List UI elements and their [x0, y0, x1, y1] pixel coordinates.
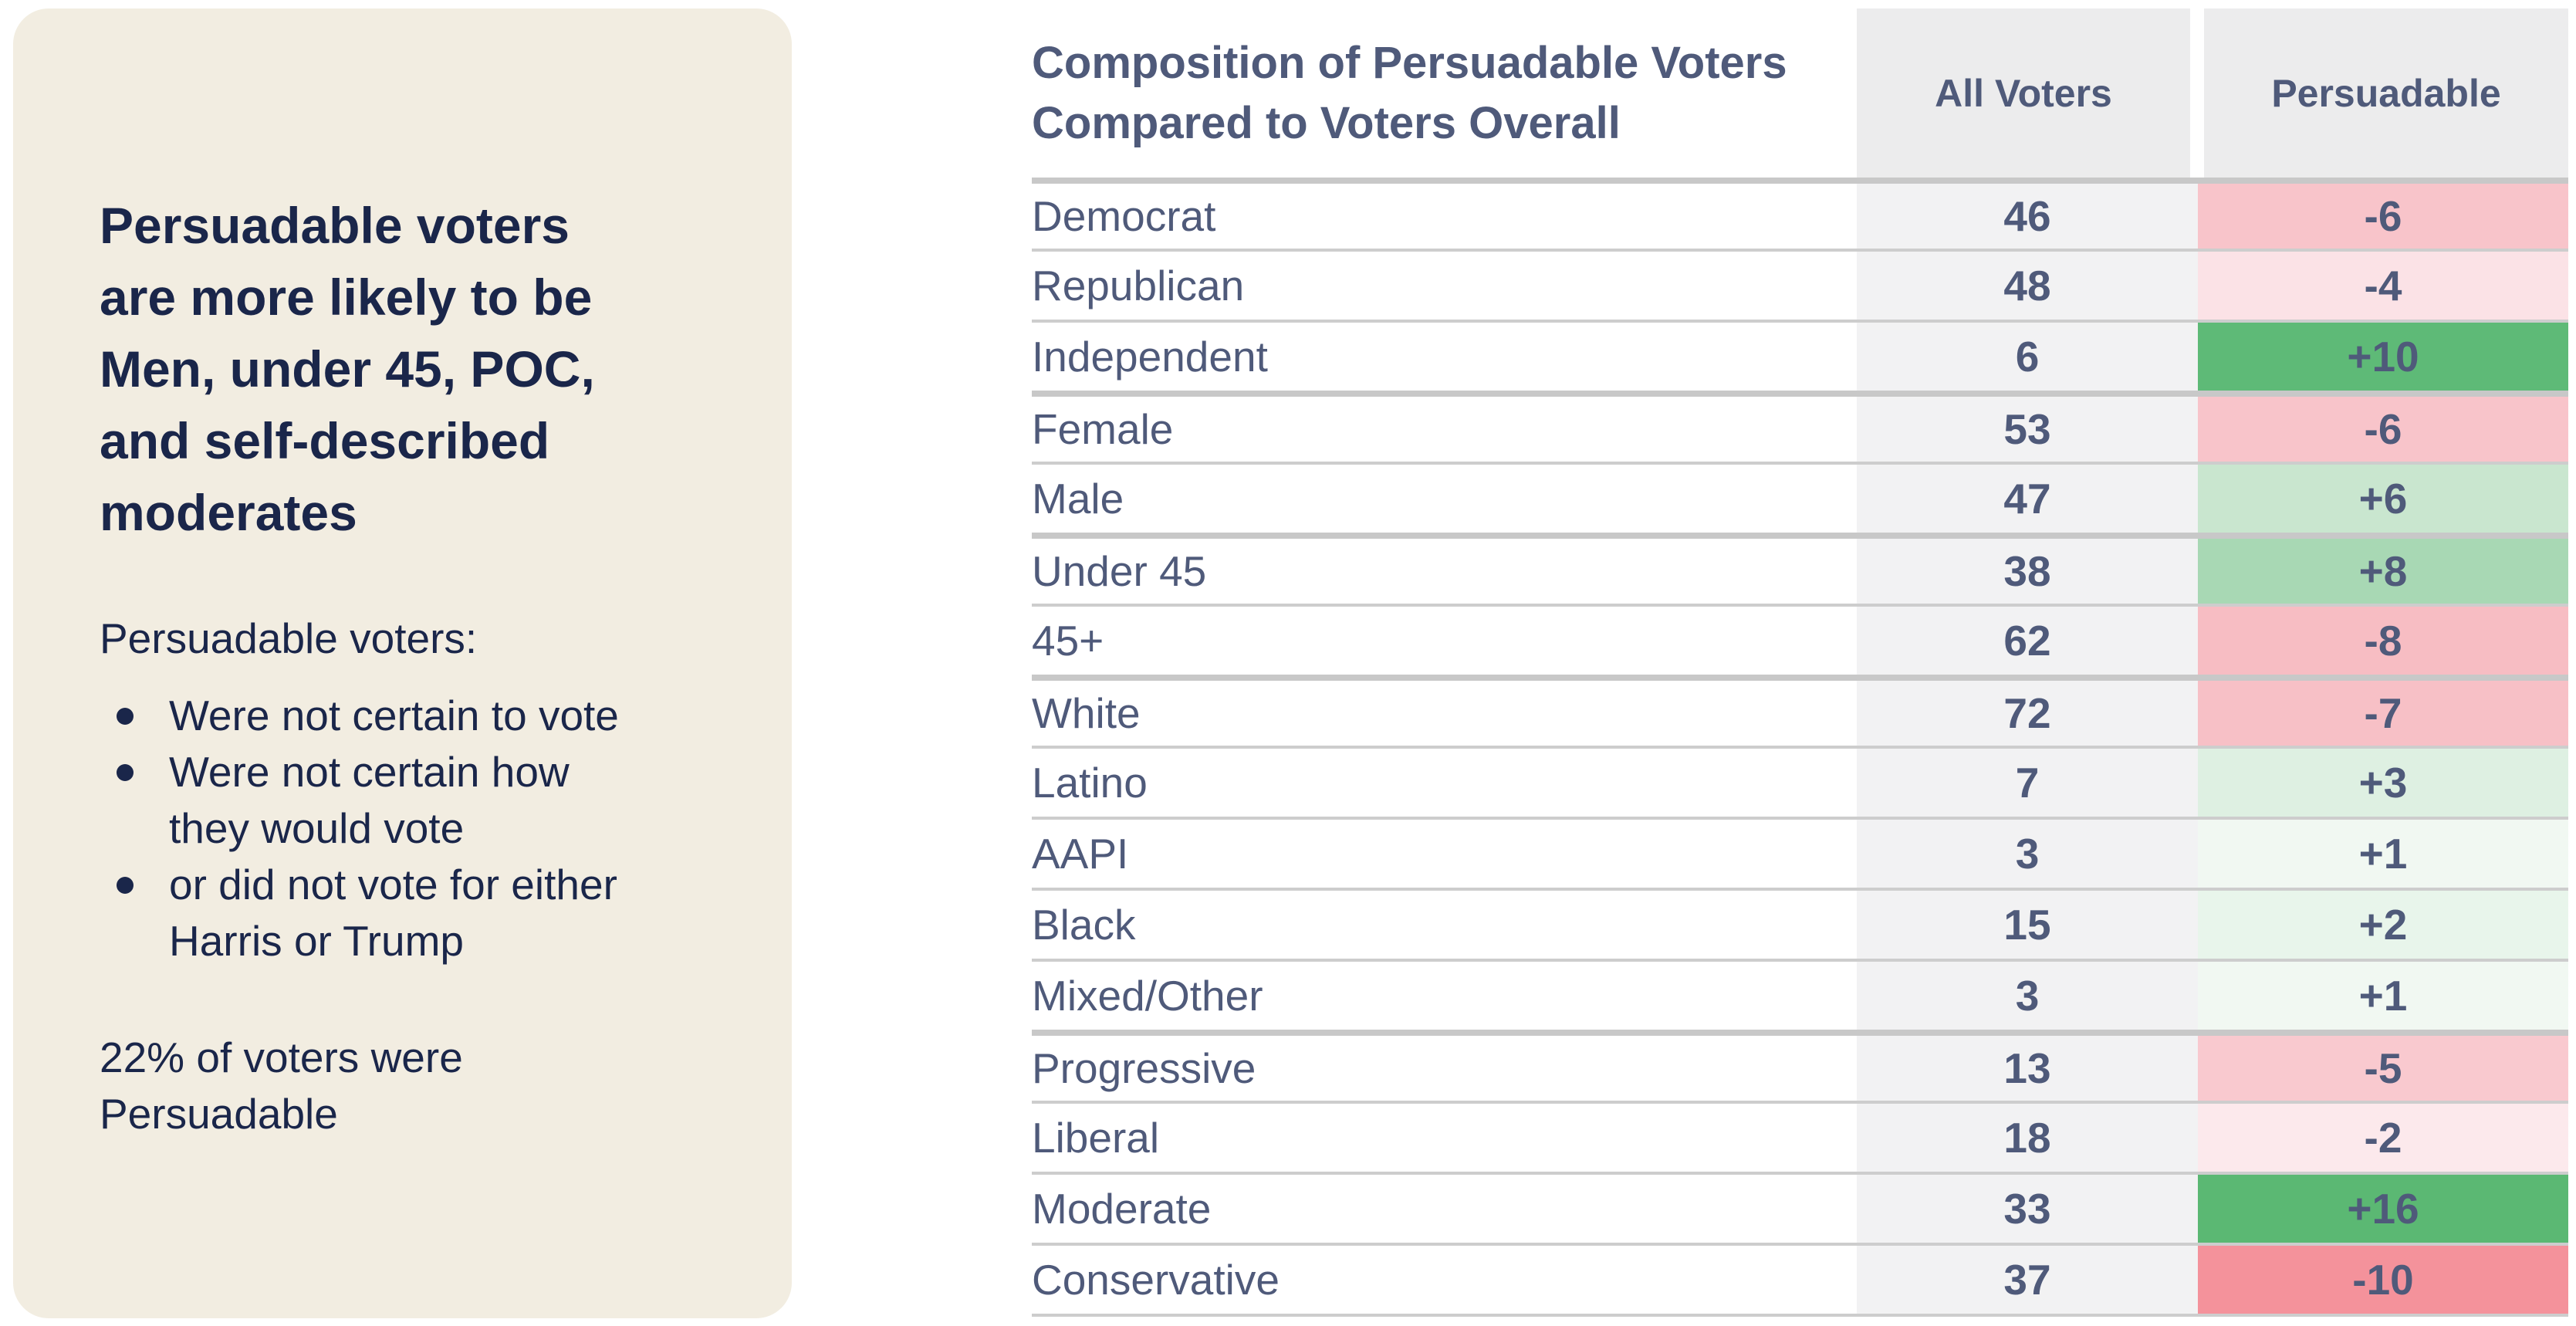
text-line: Persuadable — [100, 1090, 338, 1138]
table-row: Progressive 13 -5 — [1032, 1030, 2568, 1101]
text-line: Were not certain how — [169, 748, 570, 796]
bullet-item: Were not certain how they would vote — [100, 744, 718, 857]
text-line: Were not certain to vote — [169, 692, 619, 739]
all-voters-value: 33 — [1857, 1175, 2198, 1243]
text-line: or did not vote for either — [169, 861, 617, 908]
persuadable-delta-value: +16 — [2198, 1175, 2568, 1243]
row-label: Moderate — [1032, 1175, 1857, 1243]
table-row: Black 15 +2 — [1032, 888, 2568, 959]
bullet-text: or did not vote for either Harris or Trum… — [169, 857, 617, 969]
all-voters-value: 6 — [1857, 323, 2198, 391]
table-title: Composition of Persuadable Voters Compare… — [1032, 8, 1857, 178]
row-label: Democrat — [1032, 184, 1857, 249]
text-line: moderates — [100, 484, 357, 541]
text-line: Compared to Voters Overall — [1032, 97, 1621, 148]
all-voters-value: 7 — [1857, 749, 2198, 817]
table-row: Male 47 +6 — [1032, 462, 2568, 533]
persuadable-delta-value: -10 — [2198, 1246, 2568, 1314]
all-voters-value: 48 — [1857, 252, 2198, 320]
all-voters-value: 3 — [1857, 962, 2198, 1030]
row-label: Conservative — [1032, 1246, 1857, 1314]
row-label: AAPI — [1032, 820, 1857, 888]
bullet-dot-icon — [117, 764, 134, 781]
table-row: AAPI 3 +1 — [1032, 817, 2568, 888]
all-voters-value: 15 — [1857, 891, 2198, 959]
table-row: 45+ 62 -8 — [1032, 604, 2568, 675]
all-voters-value: 37 — [1857, 1246, 2198, 1314]
row-label: Black — [1032, 891, 1857, 959]
row-label: Male — [1032, 465, 1857, 533]
table-rows: Democrat 46 -6 Republican 48 -4 Independent 6 +1… — [1032, 178, 2568, 1317]
row-label: Under 45 — [1032, 539, 1857, 604]
sidebar-card: Persuadable voters are more likely to be M… — [13, 8, 792, 1318]
table-header: Composition of Persuadable Voters Compare… — [1032, 8, 2568, 178]
text-line: and self-described — [100, 412, 550, 469]
all-voters-value: 38 — [1857, 539, 2198, 604]
table-row: Moderate 33 +16 — [1032, 1172, 2568, 1243]
table-row: White 72 -7 — [1032, 675, 2568, 746]
all-voters-value: 46 — [1857, 184, 2198, 249]
comparison-table: Composition of Persuadable Voters Compare… — [1032, 8, 2568, 1317]
sidebar-footnote: 22% of voters were Persuadable — [100, 1030, 718, 1142]
persuadable-delta-value: +8 — [2198, 539, 2568, 604]
table-row: Democrat 46 -6 — [1032, 178, 2568, 249]
column-header-all-voters: All Voters — [1857, 8, 2190, 178]
all-voters-value: 72 — [1857, 681, 2198, 746]
bullet-text: Were not certain to vote — [169, 688, 619, 744]
table-row: Mixed/Other 3 +1 — [1032, 959, 2568, 1030]
sidebar-heading: Persuadable voters are more likely to be M… — [100, 190, 718, 549]
table-row: Latino 7 +3 — [1032, 746, 2568, 817]
row-label: Independent — [1032, 323, 1857, 391]
text-line: Persuadable voters — [100, 197, 570, 254]
bullet-text: Were not certain how they would vote — [169, 744, 570, 857]
persuadable-delta-value: -8 — [2198, 607, 2568, 675]
row-label: Republican — [1032, 252, 1857, 320]
row-label: Liberal — [1032, 1104, 1857, 1172]
persuadable-delta-value: -6 — [2198, 397, 2568, 462]
row-label: Mixed/Other — [1032, 962, 1857, 1030]
persuadable-delta-value: -7 — [2198, 681, 2568, 746]
text-line: Men, under 45, POC, — [100, 340, 595, 397]
bullet-item: Were not certain to vote — [100, 688, 718, 744]
bullet-dot-icon — [117, 877, 134, 894]
all-voters-value: 18 — [1857, 1104, 2198, 1172]
sidebar-bullet-list: Were not certain to vote Were not certain… — [100, 688, 718, 969]
all-voters-value: 53 — [1857, 397, 2198, 462]
sidebar-intro: Persuadable voters: — [100, 614, 478, 662]
bullet-item: or did not vote for either Harris or Trum… — [100, 857, 718, 969]
persuadable-delta-value: +1 — [2198, 962, 2568, 1030]
table-row: Liberal 18 -2 — [1032, 1101, 2568, 1172]
text-line: they would vote — [169, 804, 465, 852]
all-voters-value: 62 — [1857, 607, 2198, 675]
persuadable-delta-value: +6 — [2198, 465, 2568, 533]
column-header-persuadable: Persuadable — [2204, 8, 2568, 178]
text-line: Harris or Trump — [169, 917, 464, 965]
all-voters-value: 3 — [1857, 820, 2198, 888]
text-line: are more likely to be — [100, 269, 593, 326]
all-voters-value: 13 — [1857, 1036, 2198, 1101]
all-voters-value: 47 — [1857, 465, 2198, 533]
bullet-dot-icon — [117, 708, 134, 725]
row-label: Latino — [1032, 749, 1857, 817]
table-row: Under 45 38 +8 — [1032, 533, 2568, 604]
row-label: 45+ — [1032, 607, 1857, 675]
persuadable-delta-value: +2 — [2198, 891, 2568, 959]
persuadable-delta-value: -4 — [2198, 252, 2568, 320]
row-label: Female — [1032, 397, 1857, 462]
table-row: Republican 48 -4 — [1032, 249, 2568, 320]
text-line: 22% of voters were — [100, 1033, 463, 1081]
table-row: Conservative 37 -10 — [1032, 1243, 2568, 1314]
persuadable-delta-value: -5 — [2198, 1036, 2568, 1101]
table-row: Female 53 -6 — [1032, 391, 2568, 462]
persuadable-delta-value: -6 — [2198, 184, 2568, 249]
persuadable-delta-value: +3 — [2198, 749, 2568, 817]
column-header-gap — [2190, 8, 2204, 178]
row-label: Progressive — [1032, 1036, 1857, 1101]
persuadable-delta-value: +10 — [2198, 323, 2568, 391]
text-line: Composition of Persuadable Voters — [1032, 37, 1787, 88]
persuadable-delta-value: +1 — [2198, 820, 2568, 888]
persuadable-delta-value: -2 — [2198, 1104, 2568, 1172]
row-label: White — [1032, 681, 1857, 746]
table-row: Independent 6 +10 — [1032, 320, 2568, 391]
